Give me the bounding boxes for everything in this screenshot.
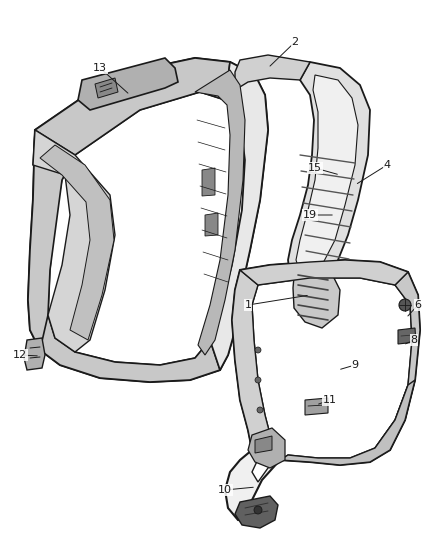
Text: 8: 8 — [410, 335, 417, 345]
Text: 2: 2 — [291, 37, 299, 47]
Polygon shape — [40, 145, 114, 340]
Polygon shape — [48, 92, 245, 365]
Polygon shape — [40, 315, 220, 382]
Polygon shape — [232, 270, 272, 455]
Polygon shape — [205, 213, 218, 236]
Polygon shape — [280, 380, 415, 465]
Polygon shape — [210, 62, 268, 370]
Polygon shape — [252, 278, 412, 482]
Polygon shape — [78, 58, 178, 110]
Polygon shape — [296, 75, 358, 278]
Polygon shape — [248, 428, 285, 468]
Polygon shape — [305, 398, 328, 415]
Polygon shape — [255, 436, 272, 453]
Text: 1: 1 — [244, 300, 251, 310]
Text: 6: 6 — [414, 300, 421, 310]
Polygon shape — [235, 55, 310, 90]
Text: 11: 11 — [323, 395, 337, 405]
Circle shape — [399, 299, 411, 311]
Circle shape — [255, 347, 261, 353]
Text: 15: 15 — [308, 163, 322, 173]
Circle shape — [257, 407, 263, 413]
Polygon shape — [375, 272, 420, 450]
Polygon shape — [24, 338, 45, 370]
Polygon shape — [202, 168, 215, 196]
Circle shape — [254, 506, 262, 514]
Text: 9: 9 — [351, 360, 359, 370]
Polygon shape — [235, 496, 278, 528]
Polygon shape — [293, 265, 340, 328]
Polygon shape — [33, 130, 115, 352]
Polygon shape — [28, 58, 268, 382]
Circle shape — [255, 377, 261, 383]
Polygon shape — [288, 62, 370, 290]
Polygon shape — [95, 78, 118, 98]
Text: 19: 19 — [303, 210, 317, 220]
Polygon shape — [195, 70, 245, 355]
Polygon shape — [225, 260, 420, 520]
Polygon shape — [398, 328, 416, 344]
Text: 12: 12 — [13, 350, 27, 360]
Polygon shape — [240, 260, 408, 285]
Text: 10: 10 — [218, 485, 232, 495]
Text: 13: 13 — [93, 63, 107, 73]
Polygon shape — [33, 58, 230, 165]
Text: 4: 4 — [383, 160, 391, 170]
Polygon shape — [28, 130, 75, 350]
